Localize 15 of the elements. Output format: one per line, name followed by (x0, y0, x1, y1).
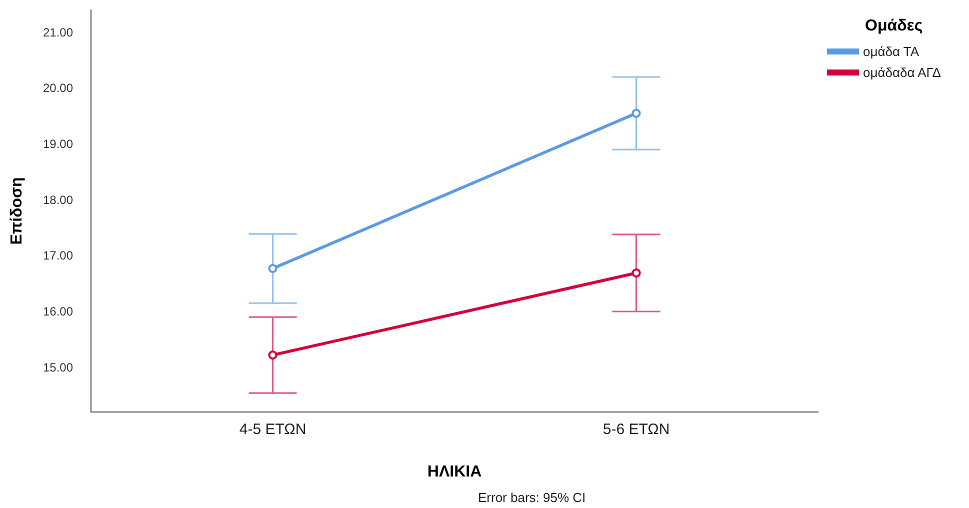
y-tick-label: 20.00 (42, 81, 74, 96)
y-axis-title: Επίδοση (8, 177, 26, 245)
legend-label: ομάδα ΤΑ (863, 44, 920, 59)
y-tick-label: 17.00 (42, 248, 74, 263)
legend-label: ομάδαδα ΑΓΔ (863, 65, 942, 80)
x-tick-label: 5-6 ΕΤΩΝ (602, 421, 670, 438)
x-tick-label: 4-5 ΕΤΩΝ (239, 421, 306, 438)
y-tick-label: 21.00 (42, 25, 74, 40)
y-tick-label: 15.00 (42, 360, 74, 374)
legend-title: Ομάδες (865, 18, 923, 34)
y-tick-label: 19.00 (42, 137, 74, 151)
x-axis-title: ΗΛΙΚΙΑ (427, 464, 482, 480)
y-tick-label: 18.00 (42, 192, 74, 207)
y-tick-label: 16.00 (42, 304, 74, 318)
text: Error bars: 95% CI (478, 490, 586, 505)
